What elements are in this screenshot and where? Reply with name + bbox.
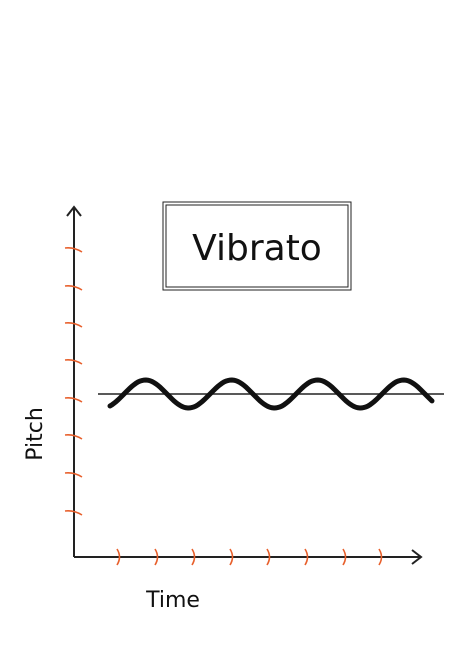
x-axis-label: Time (145, 588, 200, 613)
y-tick (64, 247, 83, 253)
y-tick (64, 359, 83, 365)
title-box-outer (162, 201, 352, 291)
title: Vibrato (192, 228, 322, 269)
y-tick (64, 510, 83, 516)
y-tick (64, 472, 83, 478)
x-axis-arrow (411, 549, 423, 565)
y-tick (64, 322, 83, 328)
x-tick (154, 548, 159, 566)
y-tick (64, 434, 83, 440)
x-tick (229, 548, 234, 566)
vibrato-wave (107, 377, 435, 411)
y-axis-label: Pitch (23, 407, 48, 461)
y-tick (64, 397, 83, 403)
x-tick (342, 548, 347, 566)
x-tick (191, 548, 196, 566)
x-tick (378, 548, 383, 566)
y-tick (64, 285, 83, 291)
x-tick (116, 548, 121, 566)
title-box-inner (165, 204, 349, 288)
x-tick (266, 548, 271, 566)
y-axis-arrow (66, 205, 82, 217)
x-tick (304, 548, 309, 566)
ticks (64, 247, 383, 566)
